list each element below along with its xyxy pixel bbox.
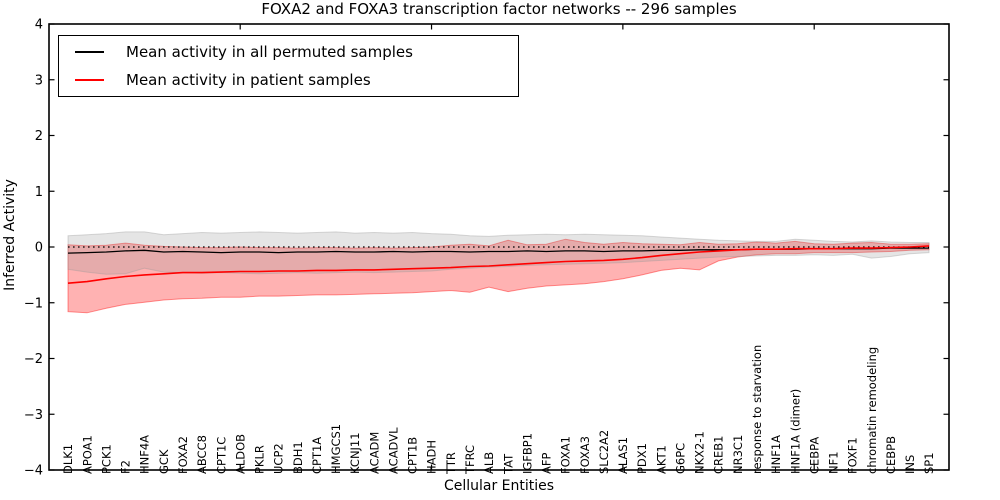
y-tick-label: −1 [24, 296, 43, 311]
legend: Mean activity in all permuted samples Me… [58, 35, 519, 97]
chart-title: FOXA2 and FOXA3 transcription factor net… [261, 0, 737, 18]
x-category-label: NF1 [827, 451, 841, 474]
x-category-label: FOXA2 [176, 436, 190, 474]
y-tick-label: −3 [24, 408, 43, 423]
y-tick-label: −2 [24, 352, 43, 367]
x-category-label: PDX1 [635, 443, 649, 474]
x-category-label: ALB [482, 452, 496, 474]
x-category-label: IGFBP1 [520, 433, 534, 474]
x-category-label: PKLR [253, 445, 267, 474]
legend-item-patient: Mean activity in patient samples [59, 67, 518, 93]
x-category-label: CREB1 [712, 436, 726, 475]
x-category-label: FOXF1 [846, 437, 860, 474]
legend-item-permuted: Mean activity in all permuted samples [59, 39, 518, 65]
x-category-label: ALAS1 [616, 437, 630, 474]
x-category-label: ABCC8 [195, 435, 209, 474]
x-category-label: KCNJ11 [348, 432, 362, 474]
x-category-label: SLC2A2 [597, 430, 611, 474]
x-category-label: HNF4A [138, 435, 152, 474]
x-category-label: HADH [425, 440, 439, 474]
legend-line-sample-red [75, 78, 104, 81]
x-category-label: TTR [444, 452, 458, 475]
x-category-label: HMGCS1 [329, 424, 343, 474]
x-axis-label: Cellular Entities [443, 478, 555, 494]
x-category-label: PCK1 [100, 444, 114, 474]
confidence-band [67, 238, 930, 314]
mean-line [67, 245, 930, 284]
x-category-label: APOA1 [80, 435, 94, 474]
y-tick-label: 4 [35, 18, 43, 33]
x-category-label: ALDOB [233, 434, 247, 474]
confidence-band [67, 231, 930, 275]
x-category-label: G6PC [674, 443, 688, 474]
x-category-label: TAT [501, 453, 515, 475]
y-tick-label: −4 [24, 464, 43, 479]
x-category-label: AFP [540, 453, 554, 474]
x-category-label: INS [903, 455, 917, 474]
x-category-label: NKX2-1 [693, 431, 707, 474]
legend-line-sample-black [75, 51, 104, 54]
x-category-label: response to starvation [750, 345, 764, 474]
y-tick-label: 3 [35, 73, 43, 88]
x-category-label: CEBPA [807, 437, 821, 474]
x-category-label: F2 [119, 460, 133, 474]
x-category-label: CPT1A [310, 437, 324, 474]
x-category-label: ACADM [367, 432, 381, 474]
x-category-label: UCP2 [272, 443, 286, 474]
x-category-label: FOXA3 [578, 436, 592, 474]
x-category-label: ACADVL [387, 427, 401, 474]
legend-label: Mean activity in all permuted samples [126, 43, 413, 62]
x-category-label: CEBPB [884, 436, 898, 474]
y-tick-label: 0 [35, 241, 43, 256]
x-category-label: HNF1A (dimer) [788, 389, 802, 474]
x-category-label: CPT1C [214, 437, 228, 474]
legend-label: Mean activity in patient samples [126, 70, 371, 89]
x-category-label: SP1 [922, 452, 936, 474]
x-category-label: NR3C1 [731, 435, 745, 474]
x-category-label: HNF1A [769, 435, 783, 474]
x-category-label: AKT1 [654, 445, 668, 474]
x-category-label: BDH1 [291, 441, 305, 474]
x-category-label: GCK [157, 449, 171, 474]
x-category-label: chromatin remodeling [865, 347, 879, 474]
x-category-label: TFRC [463, 445, 477, 475]
x-category-label: CPT1B [406, 437, 420, 474]
x-category-label: DLK1 [61, 444, 75, 474]
y-tick-label: 1 [35, 185, 43, 200]
x-category-label: FOXA1 [559, 436, 573, 474]
y-tick-label: 2 [35, 129, 43, 144]
